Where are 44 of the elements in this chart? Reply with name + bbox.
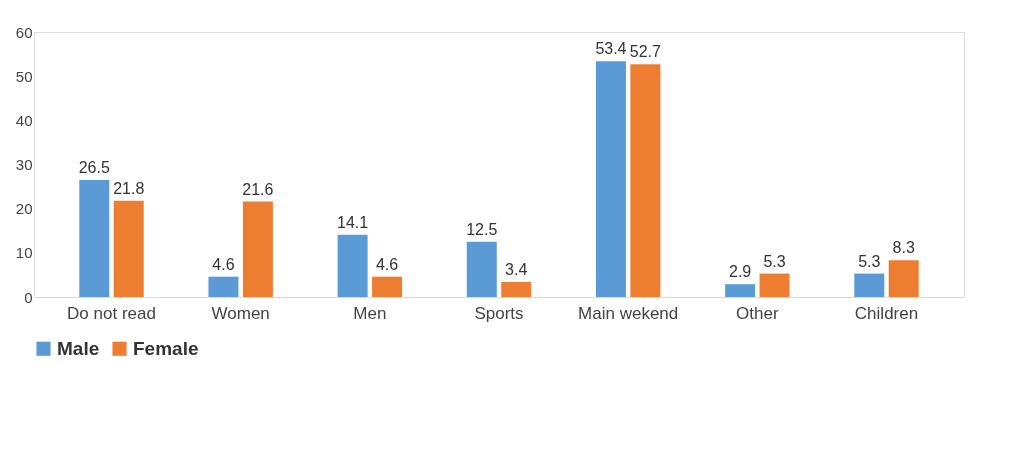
y-tick-label: 20: [15, 200, 33, 218]
data-label: 4.6: [375, 255, 399, 273]
bar: [595, 61, 626, 297]
bar: [501, 281, 532, 297]
data-label: 53.4: [595, 40, 627, 58]
data-label: 8.3: [892, 239, 915, 257]
data-label: 52.7: [629, 43, 662, 61]
bar: [888, 260, 919, 297]
bar: [630, 64, 661, 297]
data-label: 5.3: [858, 252, 881, 270]
x-tick-label: Other: [736, 303, 779, 323]
data-label: 4.6: [212, 255, 235, 273]
legend-label: Female: [133, 337, 199, 359]
bar: [79, 179, 110, 297]
y-tick-label: 0: [24, 288, 33, 306]
legend-label: Male: [57, 337, 100, 359]
x-tick-label: Women: [211, 303, 270, 323]
y-tick-label: 30: [15, 156, 33, 173]
y-tick-label: 10: [15, 244, 33, 262]
data-label: 2.9: [728, 263, 752, 281]
data-label: 5.3: [763, 252, 786, 270]
data-label: 26.5: [78, 158, 110, 176]
bar: [208, 276, 239, 297]
x-tick-label: Main wekend: [578, 303, 679, 323]
y-tick-label: 50: [15, 67, 33, 85]
bar: [854, 273, 885, 297]
bar: [372, 276, 403, 297]
data-label: 21.8: [113, 179, 145, 197]
x-tick-label: Do not read: [67, 303, 156, 323]
x-tick-label: Children: [854, 303, 919, 323]
bar: [725, 284, 756, 297]
x-tick-label: Sports: [474, 303, 524, 323]
data-label: 3.4: [505, 260, 528, 278]
x-tick-label: Men: [353, 303, 387, 323]
bar: [337, 234, 368, 297]
bar: [242, 201, 273, 297]
data-label: 12.5: [466, 220, 498, 238]
bar: [113, 200, 144, 297]
bar: [466, 241, 497, 297]
bar: [759, 273, 790, 297]
data-label: 14.1: [337, 213, 369, 231]
data-label: 21.6: [242, 180, 274, 198]
y-tick-label: 40: [15, 111, 33, 129]
y-tick-label: 60: [15, 23, 33, 41]
